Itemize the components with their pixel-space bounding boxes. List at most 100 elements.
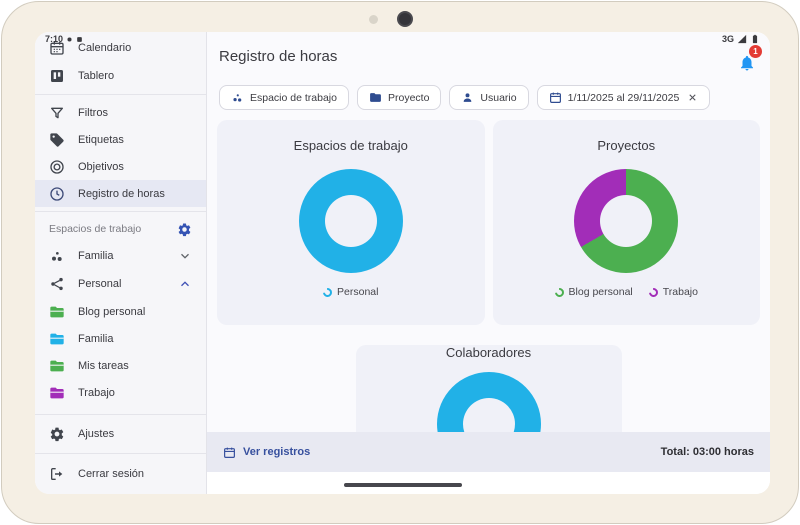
filter-chip-espacio-de-trabajo[interactable]: Espacio de trabajo	[219, 85, 349, 110]
summary-bar: Ver registros Total: 03:00 horas	[207, 432, 770, 472]
filter-chip-date-range[interactable]: 1/11/2025 al 29/11/2025	[536, 85, 711, 110]
donut-chart-colaboradores[interactable]	[436, 372, 541, 432]
sidebar-project-mis-tareas[interactable]: Mis tareas	[35, 352, 206, 379]
folder-icon	[49, 304, 65, 320]
chevron-up-icon[interactable]	[178, 277, 192, 291]
app-notification-icon	[76, 36, 83, 43]
group-dots-icon	[49, 248, 65, 264]
sidebar-item-label: Filtros	[78, 106, 108, 119]
filter-chip-usuario[interactable]: Usuario	[449, 85, 529, 110]
legend-item[interactable]: Personal	[321, 285, 379, 299]
notification-badge: 1	[749, 45, 762, 58]
signal-icon	[737, 34, 747, 44]
legend-label: Personal	[337, 286, 379, 298]
filter-chips: Espacio de trabajo Proyecto Usuario	[219, 85, 758, 110]
workspace-settings-gear-icon[interactable]	[177, 222, 192, 237]
sidebar-project-blog-personal[interactable]: Blog personal	[35, 298, 206, 325]
sidebar-item-registro-de-horas[interactable]: Registro de horas	[35, 180, 206, 207]
share-icon	[49, 276, 65, 292]
section-label: Espacios de trabajo	[49, 223, 142, 235]
legend-marker	[321, 285, 334, 299]
donut-chart-espacios[interactable]	[298, 169, 403, 273]
status-bar-left: 7:10	[45, 34, 83, 44]
sidebar-item-ajustes[interactable]: Ajustes	[35, 419, 206, 449]
sidebar-workspace-personal[interactable]: Personal	[35, 270, 206, 298]
filter-chip-proyecto[interactable]: Proyecto	[356, 85, 442, 110]
notifications-button[interactable]: 1	[738, 45, 762, 74]
charts-area: Espacios de trabajo Personal Proyec	[217, 120, 760, 432]
target-icon	[49, 159, 65, 175]
card-proyectos: Proyectos Blog personal Trabajo	[492, 120, 760, 325]
donut-hole	[600, 195, 653, 247]
divider	[35, 211, 206, 212]
card-title: Colaboradores	[445, 345, 532, 360]
chip-label: Espacio de trabajo	[250, 91, 337, 104]
folder-icon	[49, 385, 65, 401]
workspaces-section-header: Espacios de trabajo	[35, 216, 206, 242]
donut-hole	[462, 398, 515, 432]
status-time: 7:10	[45, 34, 64, 44]
chip-label: Proyecto	[387, 91, 430, 104]
sidebar-project-trabajo[interactable]: Trabajo	[35, 379, 206, 406]
network-type: 3G	[721, 34, 734, 44]
home-indicator[interactable]	[343, 483, 462, 487]
chart-legend: Personal	[217, 285, 485, 299]
sidebar-item-tablero[interactable]: Tablero	[35, 62, 206, 90]
clock-icon	[49, 186, 65, 202]
workspace-label: Familia	[78, 250, 114, 262]
sidebar-item-etiquetas[interactable]: Etiquetas	[35, 126, 206, 153]
user-icon	[461, 91, 474, 104]
light-sensor-dot	[369, 15, 378, 24]
legend-label: Blog personal	[568, 286, 633, 298]
logout-icon	[49, 466, 65, 482]
close-icon[interactable]	[687, 92, 698, 103]
front-camera	[397, 11, 413, 27]
filter-icon	[49, 105, 65, 121]
calendar-icon	[549, 91, 562, 104]
sidebar-item-cerrar-sesion[interactable]: Cerrar sesión	[35, 458, 206, 490]
project-label: Mis tareas	[78, 359, 129, 372]
sidebar-item-calendario[interactable]: Calendario	[35, 34, 206, 62]
chevron-down-icon[interactable]	[178, 249, 192, 263]
workspace-dots-icon	[231, 91, 244, 104]
kanban-board-icon	[49, 68, 65, 84]
legend-marker	[552, 285, 566, 299]
sidebar: Calendario Tablero Filtros Etiquetas	[35, 32, 207, 494]
chip-label: 1/11/2025 al 29/11/2025	[567, 91, 680, 104]
sidebar-item-label: Registro de horas	[78, 187, 165, 200]
donut-hole	[324, 195, 377, 247]
sidebar-item-label: Etiquetas	[78, 133, 124, 146]
sidebar-item-objetivos[interactable]: Objetivos	[35, 153, 206, 180]
sidebar-item-label: Cerrar sesión	[78, 468, 145, 480]
sidebar-project-familia[interactable]: Familia	[35, 325, 206, 352]
sidebar-workspace-familia[interactable]: Familia	[35, 242, 206, 270]
card-espacios-de-trabajo: Espacios de trabajo Personal	[217, 120, 485, 325]
gesture-area	[207, 472, 770, 494]
project-label: Familia	[78, 332, 114, 345]
total-hours: Total: 03:00 horas	[660, 446, 754, 458]
legend-item[interactable]: Trabajo	[646, 285, 698, 299]
page-title: Registro de horas	[219, 48, 338, 65]
card-colaboradores: Colaboradores	[355, 345, 622, 432]
main-header: Registro de horas	[207, 32, 770, 65]
donut-chart-proyectos[interactable]	[574, 169, 679, 273]
sidebar-item-filtros[interactable]: Filtros	[35, 99, 206, 126]
legend-marker	[646, 285, 660, 299]
sidebar-item-label: Tablero	[78, 70, 115, 82]
legend-item[interactable]: Blog personal	[552, 285, 633, 299]
project-label: Blog personal	[78, 305, 146, 318]
folder-icon	[49, 358, 65, 374]
divider	[35, 453, 206, 454]
view-logs-button[interactable]: Ver registros	[223, 446, 310, 459]
sidebar-item-label: Ajustes	[78, 428, 115, 440]
calendar-icon	[49, 40, 65, 56]
tag-icon	[49, 132, 65, 148]
folder-icon	[49, 331, 65, 347]
screen: 7:10 3G Calendario	[35, 32, 770, 494]
calendar-icon	[223, 446, 236, 459]
divider	[35, 94, 206, 95]
sidebar-item-label: Calendario	[78, 42, 132, 54]
status-bar-right: 3G	[722, 34, 760, 44]
project-label: Trabajo	[78, 386, 115, 399]
